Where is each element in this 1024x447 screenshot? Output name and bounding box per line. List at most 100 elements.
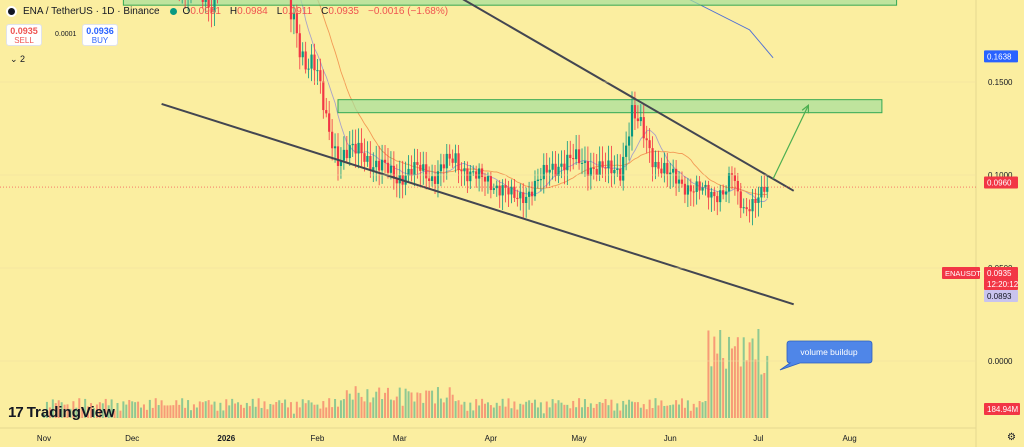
volume-bar [704,401,707,418]
volume-bar [175,400,178,418]
candle-body [763,186,766,192]
settings-gear-icon[interactable]: ⚙ [1007,432,1016,443]
volume-bar [481,398,484,418]
tradingview-logo-icon: 17 [8,404,24,421]
candle-body [636,118,639,122]
volume-bar [498,405,501,418]
volume-bar [228,405,231,418]
candle-body [560,163,563,167]
volume-bar [660,400,663,418]
volume-bar [651,408,654,418]
volume-bar [469,402,472,418]
volume-bar [239,404,242,418]
volume-bar [728,336,731,418]
volume-bar [666,405,669,418]
volume-bar [486,402,489,418]
candle-body [492,188,495,191]
volume-bar [122,401,125,418]
volume-bar [90,403,93,418]
candle-body [536,179,540,181]
volume-bar [222,410,225,418]
volume-bar [245,402,248,418]
sell-button[interactable]: 0.0935 SELL [6,24,42,46]
y-tick-label: 0.1000 [988,171,1013,180]
candle-body [533,180,537,197]
volume-bar [678,404,681,418]
volume-bar [566,404,569,418]
volume-bar [610,399,613,418]
trendline [462,0,795,192]
volume-bar [292,413,295,418]
volume-bar [536,407,539,418]
volume-bar [545,401,548,418]
candle-body [616,168,619,170]
candle-body [204,0,207,2]
volume-bar [689,410,692,418]
x-tick-label: Jun [664,434,677,443]
candle-body [545,164,548,173]
candle-body [442,164,445,169]
buy-label: BUY [91,36,109,45]
candle-body [428,178,431,181]
candle-body [739,191,742,209]
tradingview-branding[interactable]: 17 TradingView [8,404,115,421]
volume-bar [116,402,119,418]
candle-body [766,187,769,192]
candle-body [348,145,351,159]
volume-bar [295,401,298,418]
volume-bar [328,398,331,418]
volume-bar [601,402,604,418]
volume-bar [636,402,639,418]
volume-bar [586,406,589,418]
symbol-title[interactable]: ENA / TetherUS · 1D · Binance [23,6,160,17]
indicators-toggle[interactable]: ⌄ 2 [10,54,26,64]
price-label: 0.0960 [987,178,1012,187]
volume-bar [110,399,113,418]
candle-body [722,190,725,195]
candle-body [395,178,398,184]
candle-body [448,153,451,159]
volume-bar [184,407,187,418]
candle-body [372,167,375,171]
candle-body [692,191,695,193]
candle-body [516,197,519,199]
candle-body [745,207,748,210]
volume-bar [137,401,140,418]
volume-bar [595,403,598,418]
candle-body [657,161,660,169]
candle-body [689,185,692,192]
volume-bar [298,407,301,418]
volume-bar [675,400,678,418]
price-label-bg [984,290,1018,302]
volume-bar [616,403,619,418]
volume-bar [654,398,657,418]
volume-bar [92,408,95,418]
volume-bar [101,403,104,418]
volume-bar [325,407,328,418]
volume-bar [145,409,148,418]
candle-body [457,153,460,170]
candle-body [563,163,566,171]
volume-bar [389,399,392,418]
volume-bar [190,410,192,418]
candle-body [389,165,393,173]
candle-body [633,105,637,119]
volume-bar [198,401,201,418]
volume-bar [204,401,207,418]
candle-body [425,164,428,179]
x-tick-label: Apr [485,434,498,443]
candle-body [586,161,589,176]
buy-button[interactable]: 0.0936 BUY [82,24,118,46]
volume-bar [142,404,145,418]
volume-bar [431,390,434,418]
volume-bar [757,328,760,418]
volume-bar [686,400,689,418]
volume-bar [225,399,228,418]
candle-body [601,161,604,168]
candle-body [592,167,595,169]
price-label-bg [984,176,1018,189]
volume-bar [213,401,216,418]
volume-bar [613,410,616,418]
candle-body [433,176,437,184]
